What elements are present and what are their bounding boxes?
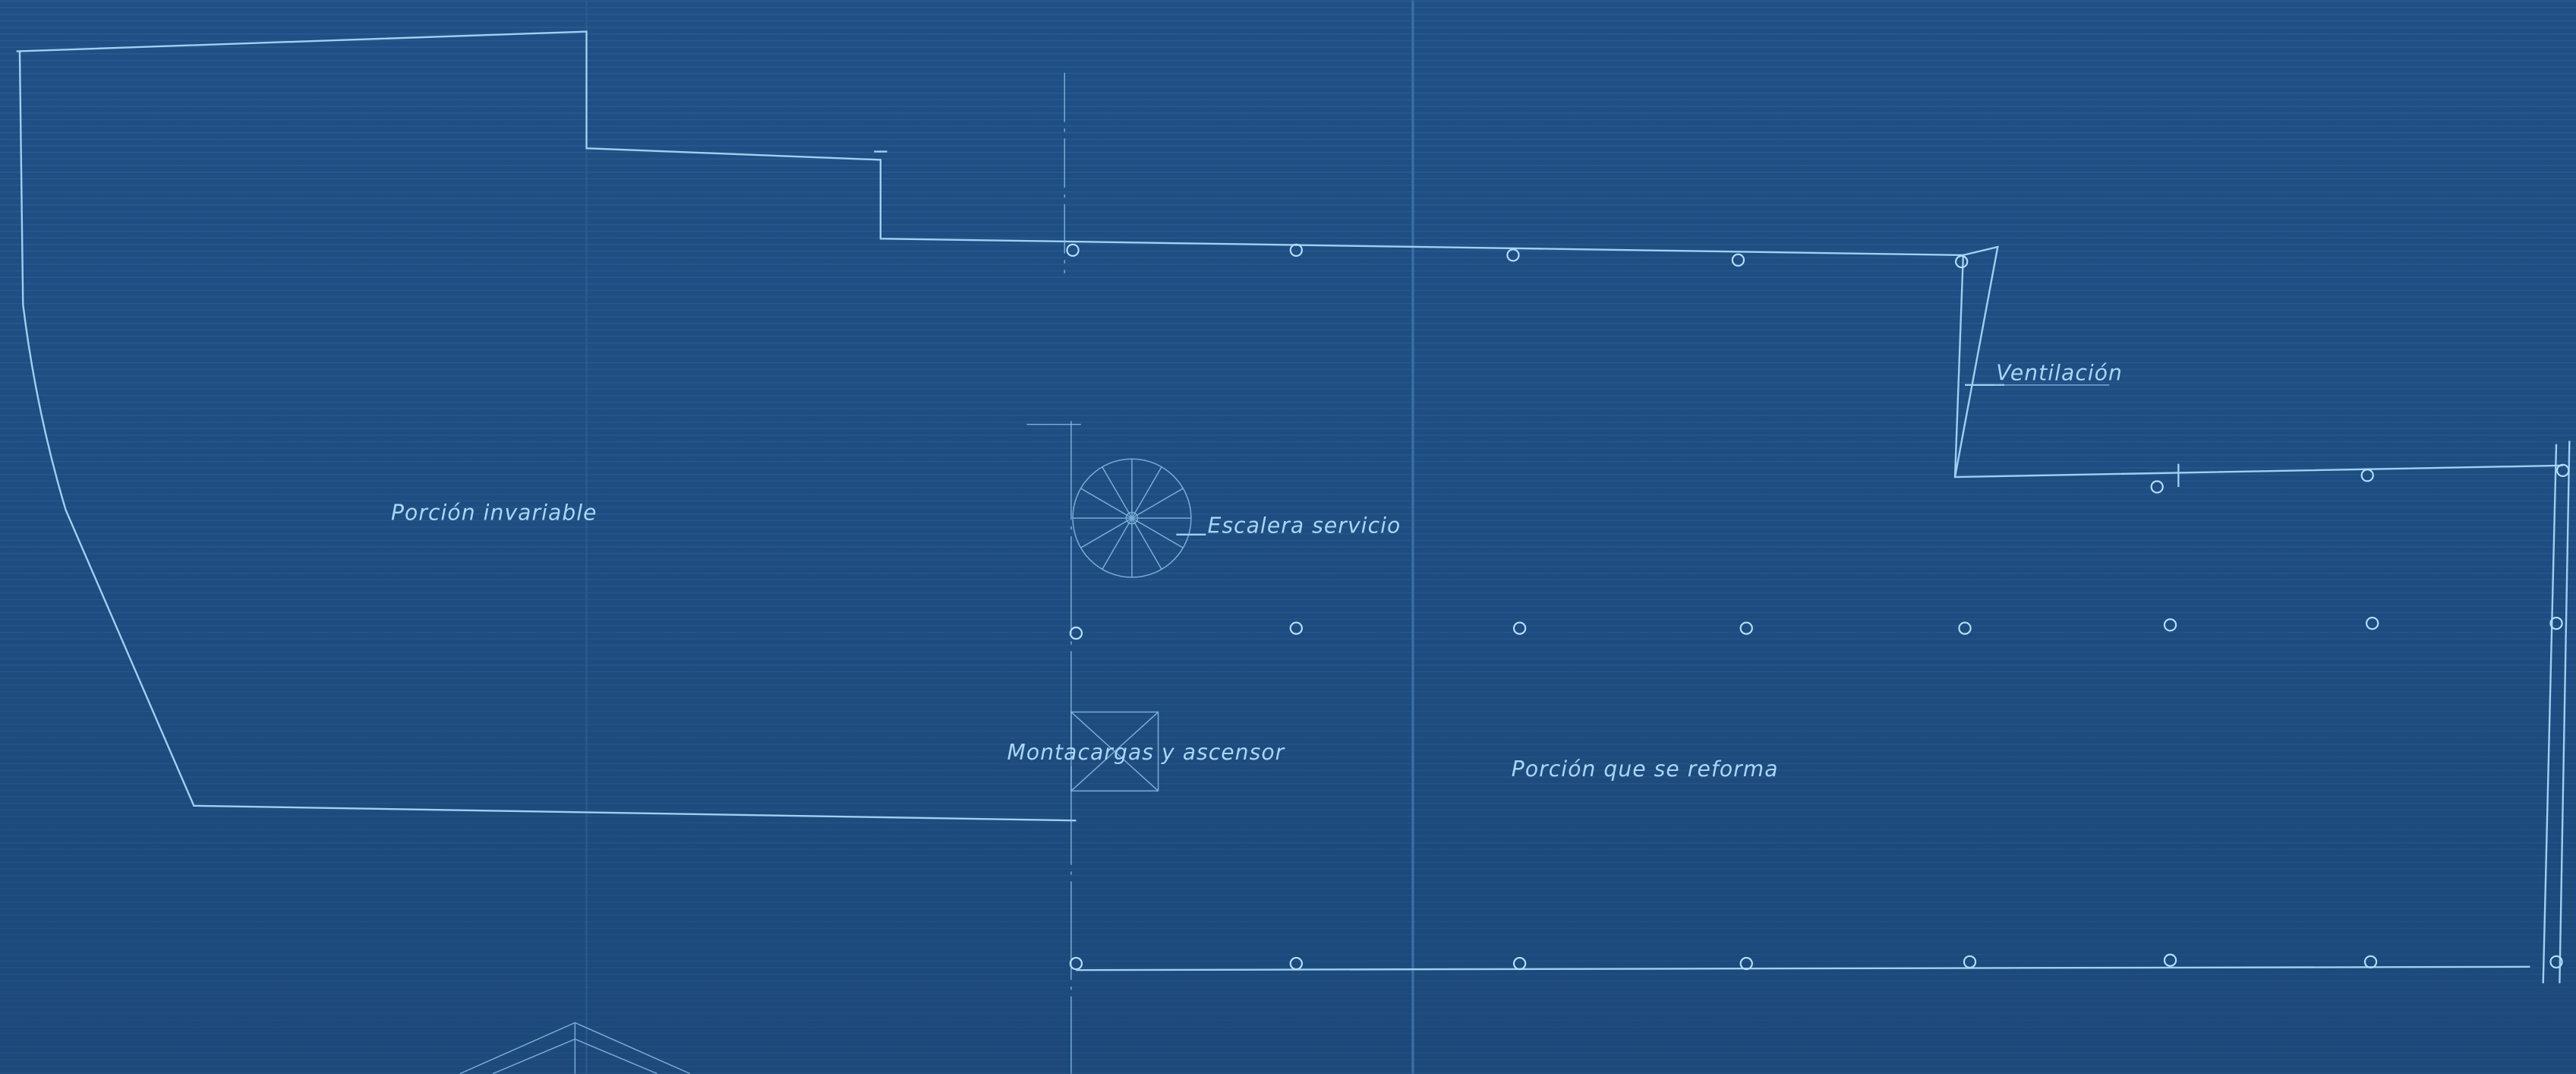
facade-line xyxy=(2542,444,2558,984)
elevator-cross xyxy=(1070,711,1159,791)
column xyxy=(1739,621,1753,635)
column xyxy=(2163,953,2177,967)
column xyxy=(2549,955,2563,969)
column xyxy=(1069,626,1083,640)
wall-outline xyxy=(18,51,1077,822)
elevator-shaft xyxy=(1070,711,1159,792)
column xyxy=(1512,621,1527,635)
facade-line xyxy=(2559,441,2571,984)
column xyxy=(2556,463,2570,478)
column xyxy=(1506,248,1520,262)
roof-truss xyxy=(459,1022,691,1074)
elevator xyxy=(1070,711,1159,792)
annotation: Ventilación xyxy=(1996,360,2123,385)
ventilation-shaft xyxy=(1953,245,1999,478)
wall-line xyxy=(1076,965,2530,971)
column xyxy=(1289,621,1303,635)
column xyxy=(2150,480,2164,494)
column xyxy=(1731,253,1745,267)
column xyxy=(2366,616,2379,630)
column xyxy=(1739,956,1753,971)
column xyxy=(1289,956,1303,971)
column xyxy=(1955,254,1969,269)
column xyxy=(1066,243,1080,257)
column xyxy=(2163,618,2177,632)
column xyxy=(1958,621,1972,635)
spiral-stair xyxy=(1072,458,1192,578)
annotation: Escalera servicio xyxy=(1207,513,1401,539)
column xyxy=(2363,955,2378,969)
room-label: Porción que se reforma xyxy=(1512,757,1779,782)
column xyxy=(2549,616,2563,630)
column xyxy=(2360,469,2374,482)
stair-step xyxy=(1080,488,1184,548)
column xyxy=(1963,955,1977,969)
column xyxy=(1069,956,1083,971)
room-label: Porción invariable xyxy=(391,500,597,525)
columns xyxy=(1066,243,2570,971)
column xyxy=(1512,956,1527,971)
column xyxy=(1289,243,1303,257)
wall-outline xyxy=(16,30,2563,479)
annotation: Montacargas y ascensor xyxy=(1007,740,1285,765)
